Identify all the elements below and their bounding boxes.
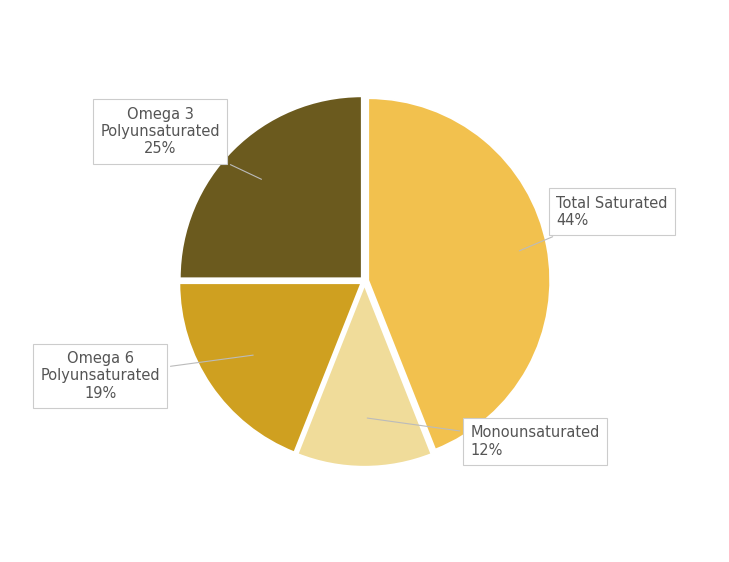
Wedge shape <box>368 98 550 450</box>
Text: Total Saturated
44%: Total Saturated 44% <box>519 196 667 251</box>
Wedge shape <box>297 284 432 467</box>
Text: Monounsaturated
12%: Monounsaturated 12% <box>367 418 599 457</box>
Text: Omega 3
Polyunsaturated
25%: Omega 3 Polyunsaturated 25% <box>101 107 262 179</box>
Wedge shape <box>179 283 362 452</box>
Wedge shape <box>179 96 362 278</box>
Text: Omega 6
Polyunsaturated
19%: Omega 6 Polyunsaturated 19% <box>40 351 253 401</box>
